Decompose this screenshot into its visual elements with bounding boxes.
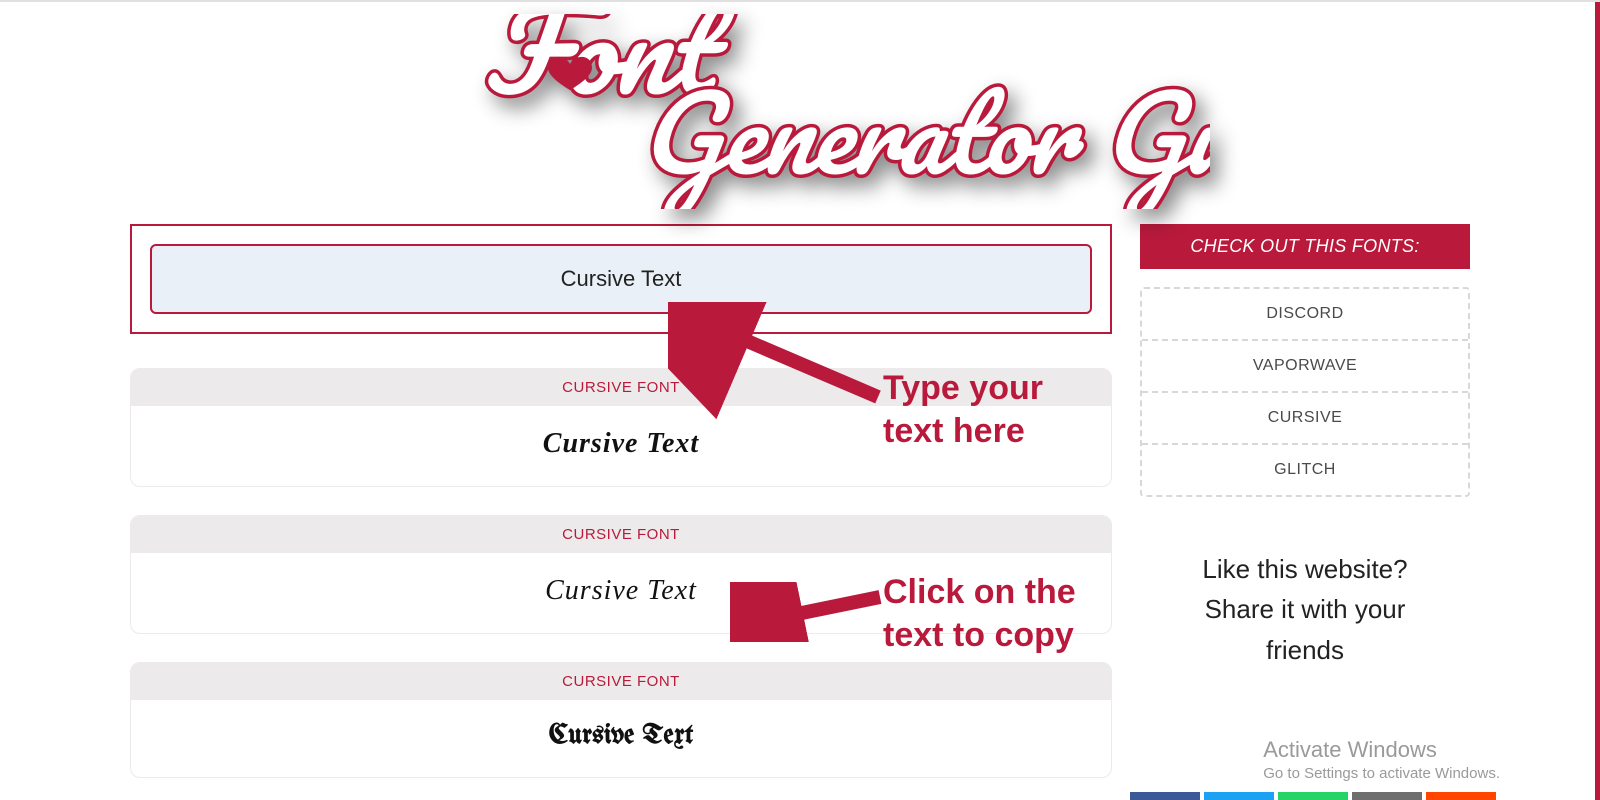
logo-container: Font Generator Guru — [0, 2, 1600, 224]
share-line2: Share it with your — [1140, 589, 1470, 629]
font-card: CURSIVE FONT Cursive Text — [130, 662, 1112, 778]
windows-watermark: Activate Windows Go to Settings to activ… — [1263, 737, 1500, 782]
social-facebook[interactable] — [1130, 792, 1200, 800]
logo-svg: Font Generator Guru — [390, 14, 1210, 209]
sidebar-item-glitch[interactable]: GLITCH — [1142, 445, 1468, 495]
content-row: CURSIVE FONT Cursive Text CURSIVE FONT C… — [0, 224, 1600, 778]
logo-word-generator-guru: Generator Guru — [640, 45, 1210, 209]
social-whatsapp[interactable] — [1278, 792, 1348, 800]
font-card: CURSIVE FONT Cursive Text — [130, 515, 1112, 634]
sidebar-item-cursive[interactable]: CURSIVE — [1142, 393, 1468, 445]
input-outer-box — [130, 224, 1112, 334]
font-card-label: CURSIVE FONT — [131, 663, 1111, 700]
font-preview[interactable]: Cursive Text — [131, 700, 1111, 777]
watermark-title: Activate Windows — [1263, 737, 1500, 763]
watermark-sub: Go to Settings to activate Windows. — [1263, 765, 1500, 782]
share-line3: friends — [1140, 630, 1470, 670]
font-card-label: CURSIVE FONT — [131, 516, 1111, 553]
social-email[interactable] — [1352, 792, 1422, 800]
sidebar-list: DISCORD VAPORWAVE CURSIVE GLITCH — [1140, 287, 1470, 497]
font-preview[interactable]: Cursive Text — [131, 406, 1111, 486]
sidebar-header: CHECK OUT THIS FONTS: — [1140, 224, 1470, 269]
text-input[interactable] — [150, 244, 1092, 314]
main-column: CURSIVE FONT Cursive Text CURSIVE FONT C… — [130, 224, 1112, 778]
font-card-label: CURSIVE FONT — [131, 369, 1111, 406]
sidebar-column: CHECK OUT THIS FONTS: DISCORD VAPORWAVE … — [1140, 224, 1470, 670]
social-strip — [1130, 792, 1496, 800]
share-box: Like this website? Share it with your fr… — [1140, 549, 1470, 670]
social-twitter[interactable] — [1204, 792, 1274, 800]
sidebar-item-discord[interactable]: DISCORD — [1142, 289, 1468, 341]
social-reddit[interactable] — [1426, 792, 1496, 800]
font-preview[interactable]: Cursive Text — [131, 553, 1111, 633]
share-line1: Like this website? — [1140, 549, 1470, 589]
right-edge-accent — [1595, 2, 1600, 800]
font-card: CURSIVE FONT Cursive Text — [130, 368, 1112, 487]
sidebar-item-vaporwave[interactable]: VAPORWAVE — [1142, 341, 1468, 393]
